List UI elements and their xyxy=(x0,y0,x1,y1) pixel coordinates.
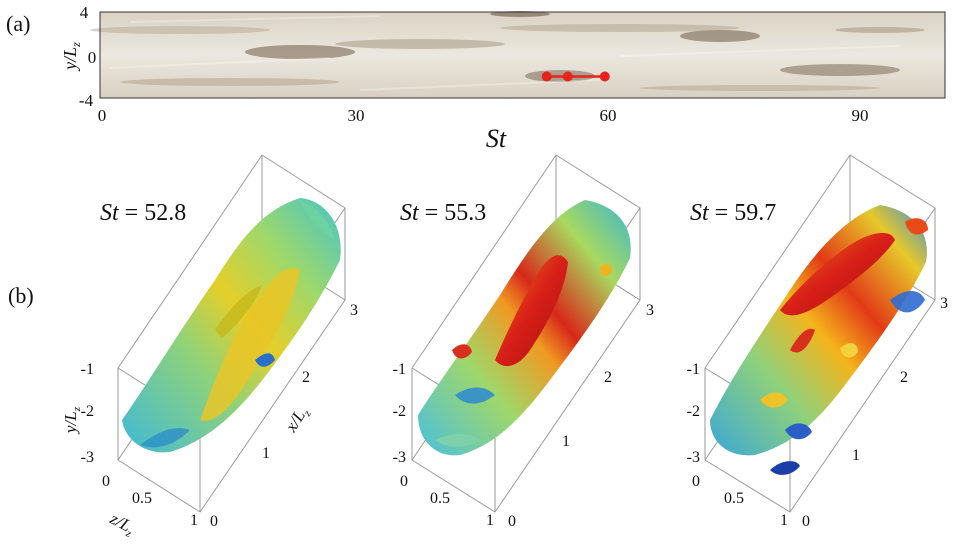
snapshot-1-xtick-0: 0 xyxy=(210,513,218,530)
svg-text:y/Lz: y/Lz xyxy=(61,406,83,435)
snapshot-3-xtick-2: 2 xyxy=(900,369,908,386)
snapshot-3-ztick-0: 0 xyxy=(692,473,700,490)
panel-a-xtick-30: 30 xyxy=(348,106,365,125)
snapshot-1-time: St = 52.8 xyxy=(100,200,186,226)
panel-a-xtick-90: 90 xyxy=(852,106,869,125)
snapshot-3-ztick-05: 0.5 xyxy=(724,490,744,507)
snapshot-1-xlabel: x/Lz xyxy=(281,402,314,437)
snapshot-3-ytick-2: -2 xyxy=(687,403,700,420)
snapshot-2-ztick-0: 0 xyxy=(400,473,408,490)
snapshot-2-ytick-2: -2 xyxy=(393,403,406,420)
snapshot-3-ytick-1: -1 xyxy=(687,361,700,378)
snapshot-1-xtick-3: 3 xyxy=(350,302,358,319)
snapshot-3-xtick-3: 3 xyxy=(940,295,948,312)
panel-a-ylabel: y/Lz xyxy=(60,42,83,72)
snapshot-1-ztick-0: 0 xyxy=(102,473,110,490)
snapshot-2-xtick-1: 1 xyxy=(562,433,570,450)
snapshot-3: St = 59.7 -1 -2 -3 0 0.5 1 0 1 2 xyxy=(687,154,948,530)
panel-a-label: (a) xyxy=(6,11,30,36)
panel-a-ytick-bottom: -4 xyxy=(79,91,94,110)
snapshot-2-time: St = 55.3 xyxy=(400,200,486,226)
snapshot-1-ytick-1: -1 xyxy=(81,361,94,378)
snapshot-1-zlabel: z/Lz xyxy=(105,508,139,540)
panel-a-xlabel: St xyxy=(486,124,507,153)
snapshot-3-ztick-1: 1 xyxy=(780,512,788,529)
marker-point-1 xyxy=(541,71,552,82)
panel-a-plot xyxy=(90,11,946,99)
snapshot-3-ytick-3: -3 xyxy=(687,449,700,466)
snapshot-2: St = 55.3 -1 -2 -3 0 0.5 1 0 1 2 3 xyxy=(393,154,654,530)
marker-point-3 xyxy=(599,71,610,82)
panel-a-xtick-0: 0 xyxy=(98,106,107,125)
svg-text:y/Lz: y/Lz xyxy=(60,42,83,72)
snapshot-1: St = 52.8 -1 -2 -3 y/Lz 0 0.5 1 xyxy=(61,154,358,540)
panel-a-xtick-60: 60 xyxy=(600,106,617,125)
panel-a-ytick-top: 4 xyxy=(80,3,89,22)
snapshot-2-xtick-2: 2 xyxy=(604,369,612,386)
svg-text:x/Lz: x/Lz xyxy=(281,402,314,437)
snapshot-1-ztick-1: 1 xyxy=(190,512,198,529)
snapshot-2-ytick-1: -1 xyxy=(393,361,406,378)
svg-text:z/Lz: z/Lz xyxy=(105,508,139,540)
snapshot-2-ytick-3: -3 xyxy=(393,449,406,466)
snapshot-2-xtick-0: 0 xyxy=(508,513,516,530)
snapshot-3-xtick-1: 1 xyxy=(852,447,860,464)
snapshot-1-ytick-2: -2 xyxy=(81,403,94,420)
snapshot-2-xtick-3: 3 xyxy=(646,302,654,319)
snapshot-2-ztick-1: 1 xyxy=(486,512,494,529)
snapshot-1-ztick-05: 0.5 xyxy=(132,490,152,507)
marker-point-2 xyxy=(562,71,573,82)
snapshot-1-ytick-3: -3 xyxy=(81,449,94,466)
snapshot-3-xtick-0: 0 xyxy=(802,513,810,530)
snapshot-1-isosurface xyxy=(122,198,341,453)
snapshot-2-isosurface xyxy=(418,200,631,456)
panel-a-snapshot-markers xyxy=(541,71,610,82)
snapshot-1-xtick-2: 2 xyxy=(302,369,310,386)
snapshot-2-ztick-05: 0.5 xyxy=(430,490,450,507)
snapshot-3-isosurface xyxy=(710,205,928,475)
snapshot-3-time: St = 59.7 xyxy=(690,200,776,226)
panel-a-ytick-mid: 0 xyxy=(88,48,97,67)
snapshot-1-xtick-1: 1 xyxy=(262,445,270,462)
snapshot-1-ylabel: y/Lz xyxy=(61,406,83,435)
panel-b-label: (b) xyxy=(8,283,34,308)
